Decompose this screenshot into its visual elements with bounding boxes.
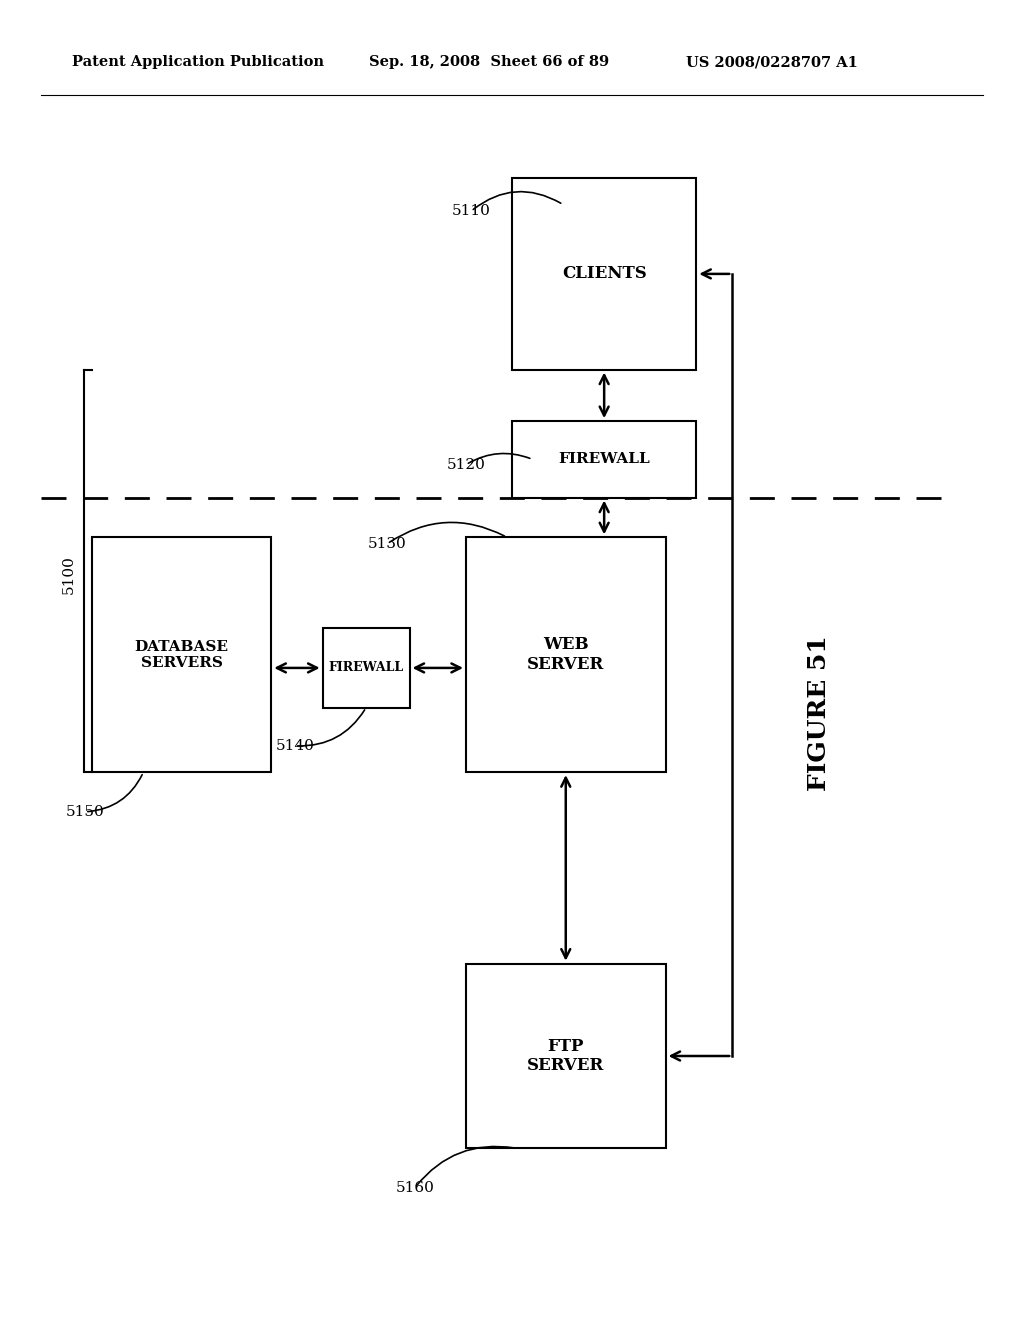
Text: Sep. 18, 2008  Sheet 66 of 89: Sep. 18, 2008 Sheet 66 of 89 — [369, 55, 608, 70]
Bar — [512, 178, 696, 370]
Text: FIGURE 51: FIGURE 51 — [807, 635, 831, 791]
Text: 5120: 5120 — [446, 458, 485, 471]
Text: 5110: 5110 — [452, 205, 490, 218]
Text: FIREWALL: FIREWALL — [329, 661, 403, 675]
Text: FIREWALL: FIREWALL — [558, 453, 650, 466]
Text: 5150: 5150 — [66, 805, 104, 818]
Text: CLIENTS: CLIENTS — [562, 265, 646, 282]
Bar — [323, 628, 410, 708]
Text: 5100: 5100 — [61, 554, 76, 594]
Text: 5140: 5140 — [275, 739, 314, 752]
Text: WEB
SERVER: WEB SERVER — [527, 636, 604, 673]
Text: Patent Application Publication: Patent Application Publication — [72, 55, 324, 70]
Bar — [466, 964, 666, 1148]
Text: FTP
SERVER: FTP SERVER — [527, 1038, 604, 1074]
Bar — [92, 537, 271, 772]
Bar — [512, 421, 696, 498]
Bar — [466, 537, 666, 772]
Text: US 2008/0228707 A1: US 2008/0228707 A1 — [686, 55, 858, 70]
Text: 5160: 5160 — [395, 1181, 434, 1195]
Text: 5130: 5130 — [368, 537, 407, 550]
Text: DATABASE
SERVERS: DATABASE SERVERS — [135, 640, 228, 669]
